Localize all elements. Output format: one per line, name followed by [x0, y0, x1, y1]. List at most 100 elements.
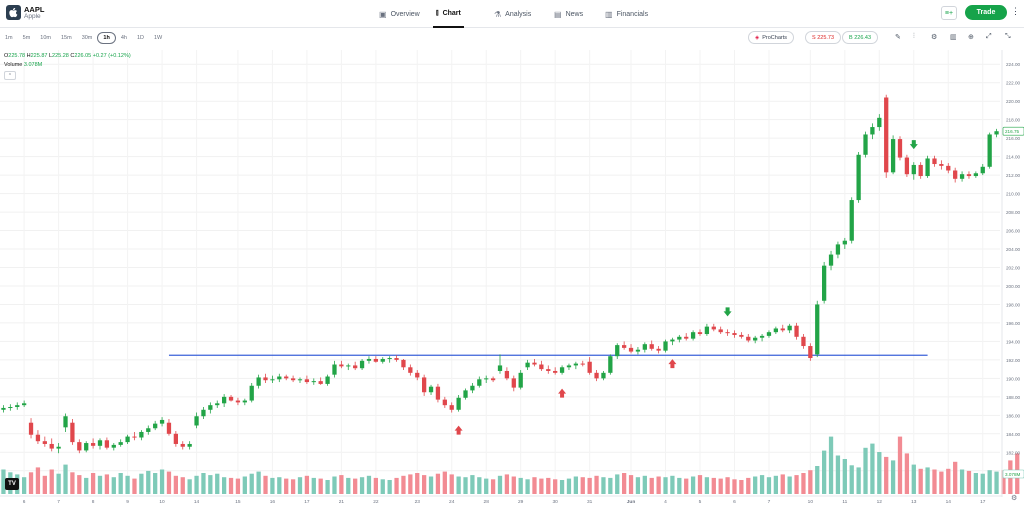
- time-tick-label: 14: [946, 499, 952, 505]
- prochart-label: ProCharts: [762, 34, 787, 41]
- volume-bar: [677, 477, 682, 494]
- symbol-ticker[interactable]: AAPL: [24, 5, 45, 14]
- tab-chart[interactable]: ⫾ Chart: [433, 0, 464, 28]
- tab-analysis-label: Analysis: [505, 10, 532, 18]
- candle-body: [146, 428, 151, 432]
- timeframe-1m[interactable]: 1m: [5, 35, 13, 41]
- candle-body: [573, 363, 578, 366]
- tradingview-logo-icon[interactable]: TV: [5, 478, 19, 490]
- volume-bar: [346, 477, 351, 494]
- volume-bar: [463, 477, 468, 494]
- candle-body: [732, 333, 737, 335]
- volume-bar: [856, 467, 861, 494]
- indicators-icon[interactable]: ▥: [950, 34, 957, 41]
- watchlist-add-icon[interactable]: ≡+: [941, 6, 957, 20]
- volume-bar: [835, 455, 841, 494]
- candle-body: [359, 360, 365, 369]
- tab-analysis[interactable]: ⚗ Analysis: [494, 0, 531, 28]
- volume-bar: [753, 476, 758, 494]
- volume-bar: [801, 473, 806, 494]
- ohlc-low-label: L: [48, 53, 53, 59]
- current-price-tag: [1002, 126, 1024, 136]
- tab-news[interactable]: ▤ News: [554, 0, 583, 28]
- volume-legend: Volume 3.078M: [4, 62, 42, 68]
- compare-icon[interactable]: ⊕: [968, 34, 974, 41]
- volume-bar: [787, 476, 792, 494]
- sell-price-button[interactable]: S 225.73: [805, 31, 842, 44]
- prochart-button[interactable]: ◈ ProCharts: [748, 31, 794, 44]
- timeframe-4h[interactable]: 4h: [120, 35, 127, 41]
- timeframe-15m[interactable]: 15m: [60, 35, 72, 41]
- candle-body: [166, 422, 172, 434]
- volume-bar: [139, 473, 144, 494]
- candle-body: [353, 365, 358, 369]
- price-tick-label: 202.00: [1006, 266, 1020, 271]
- timeframe-10m[interactable]: 10m: [40, 35, 51, 41]
- share-icon[interactable]: ⤢: [986, 33, 992, 40]
- candle-body: [139, 431, 144, 438]
- settings-icon[interactable]: ⚙: [931, 34, 938, 41]
- draw-pencil-icon[interactable]: ✎: [895, 34, 901, 41]
- candle-body: [304, 379, 310, 383]
- volume-bar: [153, 473, 158, 494]
- timeframe-1d[interactable]: 1D: [136, 35, 144, 41]
- trade-button[interactable]: Trade: [965, 5, 1007, 20]
- candle-body: [670, 339, 675, 342]
- time-tick-label: 8: [92, 499, 95, 505]
- candle-body: [911, 164, 916, 175]
- volume-bar: [670, 475, 675, 494]
- candle-body: [470, 385, 475, 391]
- volume-bar: [332, 476, 337, 494]
- candle-body: [959, 174, 965, 179]
- candle-body: [684, 336, 689, 339]
- volume-bar: [63, 464, 68, 494]
- timeframe-1h[interactable]: 1h: [97, 32, 116, 44]
- candle-body: [180, 443, 185, 447]
- candle-body: [801, 336, 806, 347]
- volume-bar: [587, 477, 592, 494]
- candle-body: [311, 381, 316, 383]
- volume-bar: [870, 443, 875, 494]
- volume-bar: [125, 475, 130, 494]
- volume-bar: [284, 478, 289, 494]
- candle-body: [897, 139, 903, 158]
- top-header: AAPL Apple ▣ Overview ⫾ Chart ⚗ Analysis…: [0, 0, 1024, 28]
- candle-body: [8, 407, 13, 409]
- price-tick-label: 200.00: [1006, 284, 1020, 289]
- candle-body: [697, 332, 703, 335]
- volume-bar: [766, 477, 772, 494]
- candle-body: [35, 434, 41, 442]
- volume-bar: [187, 479, 192, 494]
- timeframe-5m[interactable]: 5m: [22, 35, 31, 41]
- candle-body: [759, 335, 765, 338]
- current-price-label: 216.75: [1005, 129, 1019, 134]
- candle-body: [870, 127, 875, 135]
- volume-bar: [28, 472, 34, 494]
- chart-type-icon[interactable]: ⫶: [913, 33, 915, 40]
- tab-financials[interactable]: ▥ Financials: [605, 0, 648, 28]
- candle-body: [608, 356, 613, 373]
- candle-body: [1, 407, 6, 410]
- timeframe-30m[interactable]: 30m: [81, 35, 93, 41]
- candle-body: [559, 367, 565, 373]
- candle-body: [15, 405, 20, 408]
- timeframe-1w[interactable]: 1W: [153, 35, 163, 41]
- volume-bar: [918, 468, 923, 494]
- volume-bar: [490, 479, 496, 494]
- volume-bar: [456, 476, 461, 494]
- candle-body: [263, 377, 268, 381]
- candle-body: [815, 304, 820, 355]
- fullscreen-icon[interactable]: ⤡: [1005, 33, 1011, 40]
- chart-settings-icon[interactable]: ⚙: [1011, 495, 1018, 502]
- price-tick-label: 220.00: [1006, 99, 1020, 104]
- volume-bar: [90, 473, 96, 494]
- candle-body: [290, 378, 296, 381]
- price-chart[interactable]: 224.00 222.00 220.00 218.00 216.00 214.00 212.…: [0, 50, 1024, 506]
- volume-bar: [939, 471, 944, 494]
- tab-overview[interactable]: ▣ Overview: [379, 0, 420, 28]
- collapse-legend-icon[interactable]: ⌃: [4, 71, 16, 80]
- candle-body: [932, 158, 937, 165]
- ohlc-close-value: 226.05: [74, 53, 92, 59]
- more-options-icon[interactable]: ⋮: [1011, 6, 1020, 16]
- buy-price-button[interactable]: B 226.43: [842, 31, 879, 44]
